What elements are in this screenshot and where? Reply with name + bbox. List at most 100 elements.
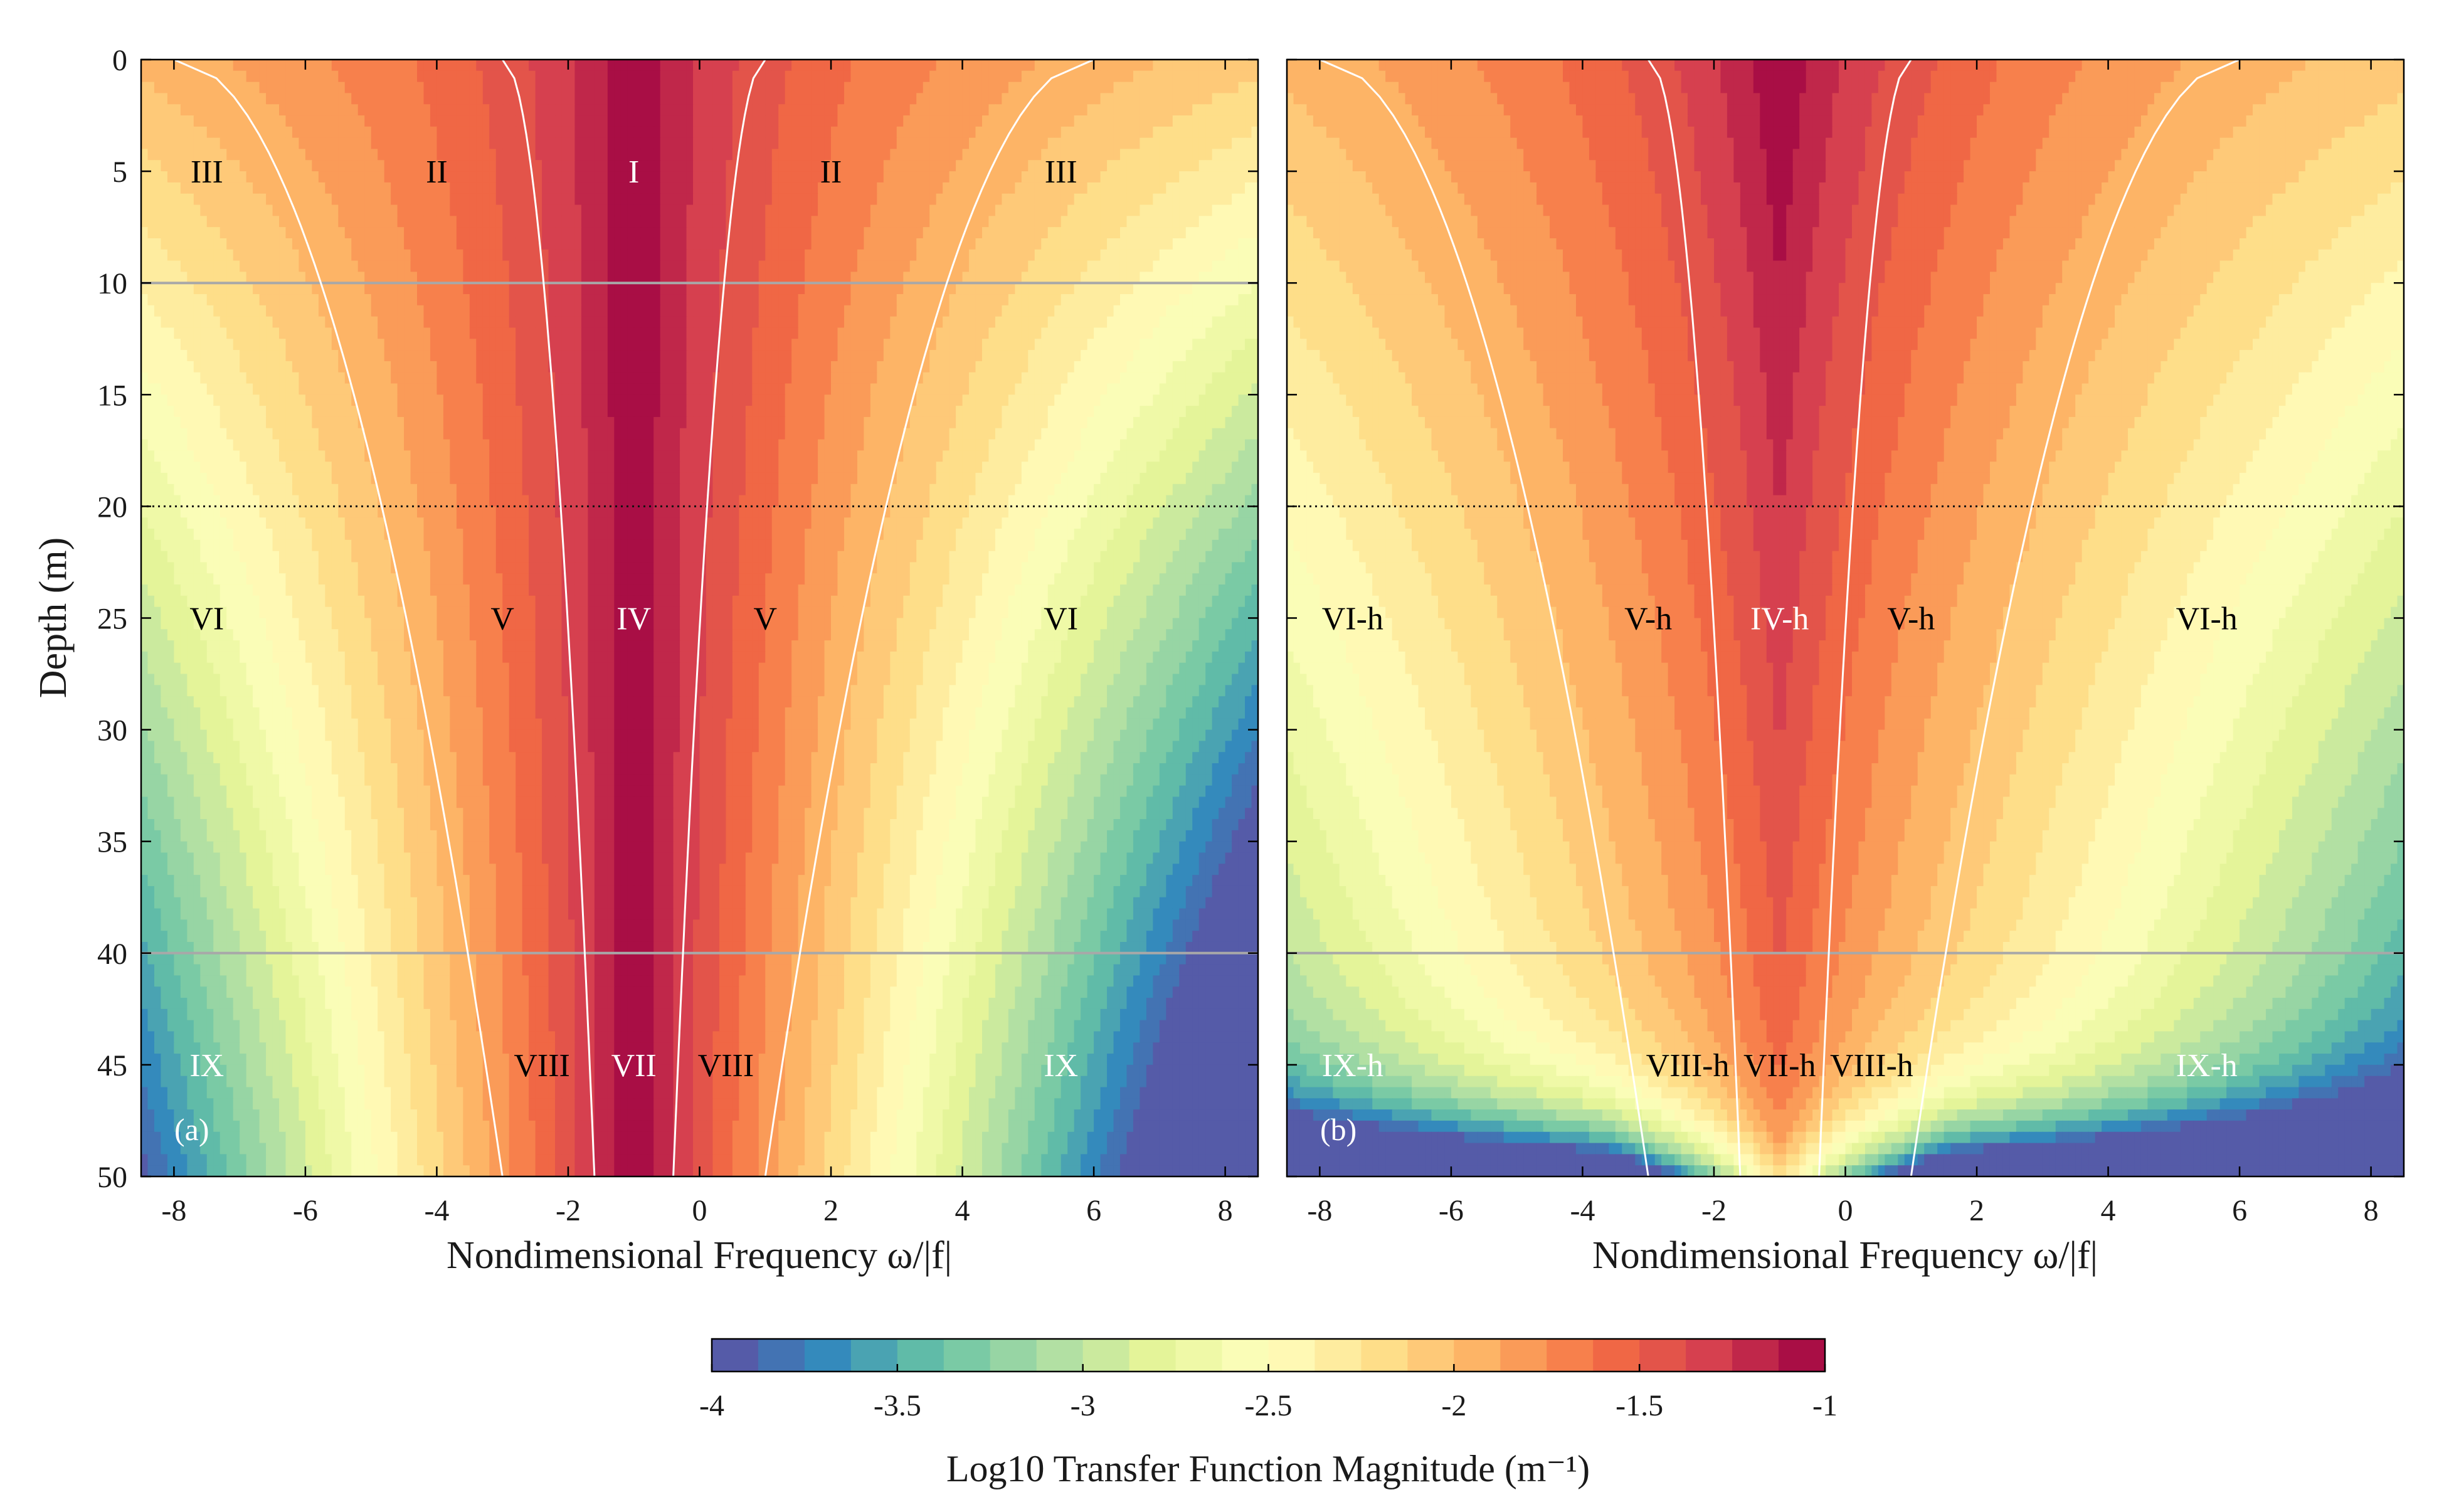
field-cell (1015, 171, 1022, 183)
field-cell (791, 249, 799, 262)
field-cell (890, 305, 897, 317)
field-cell (890, 137, 897, 150)
field-cell (594, 316, 602, 329)
field-cell (240, 283, 247, 295)
field-cell (936, 316, 944, 329)
field-cell (417, 283, 425, 295)
field-cell (331, 305, 339, 317)
field-cell (995, 316, 1003, 329)
field-cell (1107, 182, 1114, 194)
field-cell (384, 305, 392, 317)
field-cell (1179, 193, 1187, 206)
field-cell (896, 350, 904, 362)
field-cell (614, 316, 621, 329)
field-cell (529, 272, 536, 284)
field-cell (1126, 350, 1134, 362)
field-cell (620, 327, 628, 340)
field-cell (1100, 126, 1108, 139)
field-cell (818, 93, 825, 105)
field-cell (378, 204, 385, 217)
field-cell (627, 93, 635, 105)
field-cell (279, 104, 287, 116)
field-cell (535, 383, 542, 396)
field-cell (883, 305, 891, 317)
field-cell (1212, 182, 1220, 194)
field-cell (726, 82, 733, 94)
field-cell (1245, 372, 1252, 384)
field-cell (489, 160, 497, 172)
field-cell (272, 316, 280, 329)
field-cell (502, 383, 510, 396)
field-cell (1015, 82, 1022, 94)
field-cell (266, 82, 273, 94)
field-cell (364, 70, 372, 83)
field-cell (778, 272, 786, 284)
field-cell (923, 339, 931, 351)
field-cell (141, 350, 149, 362)
field-cell (903, 249, 911, 262)
field-cell (404, 361, 411, 373)
field-cell (811, 104, 818, 116)
field-cell (1060, 149, 1069, 161)
field-cell (1225, 238, 1232, 250)
field-cell (581, 305, 589, 317)
field-cell (870, 361, 878, 373)
field-cell (1133, 283, 1141, 295)
field-cell (436, 115, 444, 127)
field-cell (811, 171, 818, 183)
field-cell (384, 294, 392, 306)
field-cell (818, 70, 825, 83)
field-cell (397, 216, 405, 228)
field-cell (693, 361, 701, 373)
field-cell (364, 149, 372, 161)
field-cell (706, 216, 714, 228)
field-cell (831, 137, 838, 150)
field-cell (1140, 249, 1147, 262)
field-cell (1028, 238, 1035, 250)
field-cell (581, 82, 589, 94)
field-cell (943, 350, 950, 362)
field-cell (943, 372, 950, 384)
field-cell (305, 383, 313, 396)
field-cell (1192, 305, 1200, 317)
field-cell (607, 70, 615, 83)
field-cell (673, 182, 680, 194)
field-cell (469, 316, 477, 329)
field-cell (200, 383, 208, 396)
field-cell (1212, 149, 1220, 161)
field-cell (1146, 305, 1154, 317)
field-cell (535, 283, 542, 295)
field-cell (482, 238, 490, 250)
field-cell (1107, 171, 1114, 183)
field-cell (450, 283, 457, 295)
field-cell (739, 350, 746, 362)
field-cell (660, 93, 668, 105)
field-cell (896, 372, 904, 384)
field-cell (981, 305, 990, 317)
field-cell (732, 372, 740, 384)
field-cell (791, 137, 799, 150)
field-cell (633, 82, 642, 94)
field-cell (1021, 193, 1029, 206)
field-cell (877, 216, 884, 228)
field-cell (292, 283, 300, 295)
field-cell (969, 126, 976, 139)
field-cell (903, 216, 911, 228)
field-cell (213, 227, 221, 239)
field-cell (272, 383, 280, 396)
field-cell (522, 272, 530, 284)
field-cell (154, 115, 162, 127)
field-cell (1185, 160, 1193, 172)
field-cell (706, 372, 714, 384)
field-cell (601, 260, 608, 273)
field-cell (667, 126, 674, 139)
field-cell (660, 283, 668, 295)
field-cell (1034, 82, 1042, 94)
field-cell (219, 383, 228, 396)
field-cell (956, 171, 963, 183)
field-cell (712, 339, 720, 351)
field-cell (299, 238, 306, 250)
field-cell (299, 350, 306, 362)
field-cell (476, 272, 484, 284)
field-cell (995, 182, 1003, 194)
